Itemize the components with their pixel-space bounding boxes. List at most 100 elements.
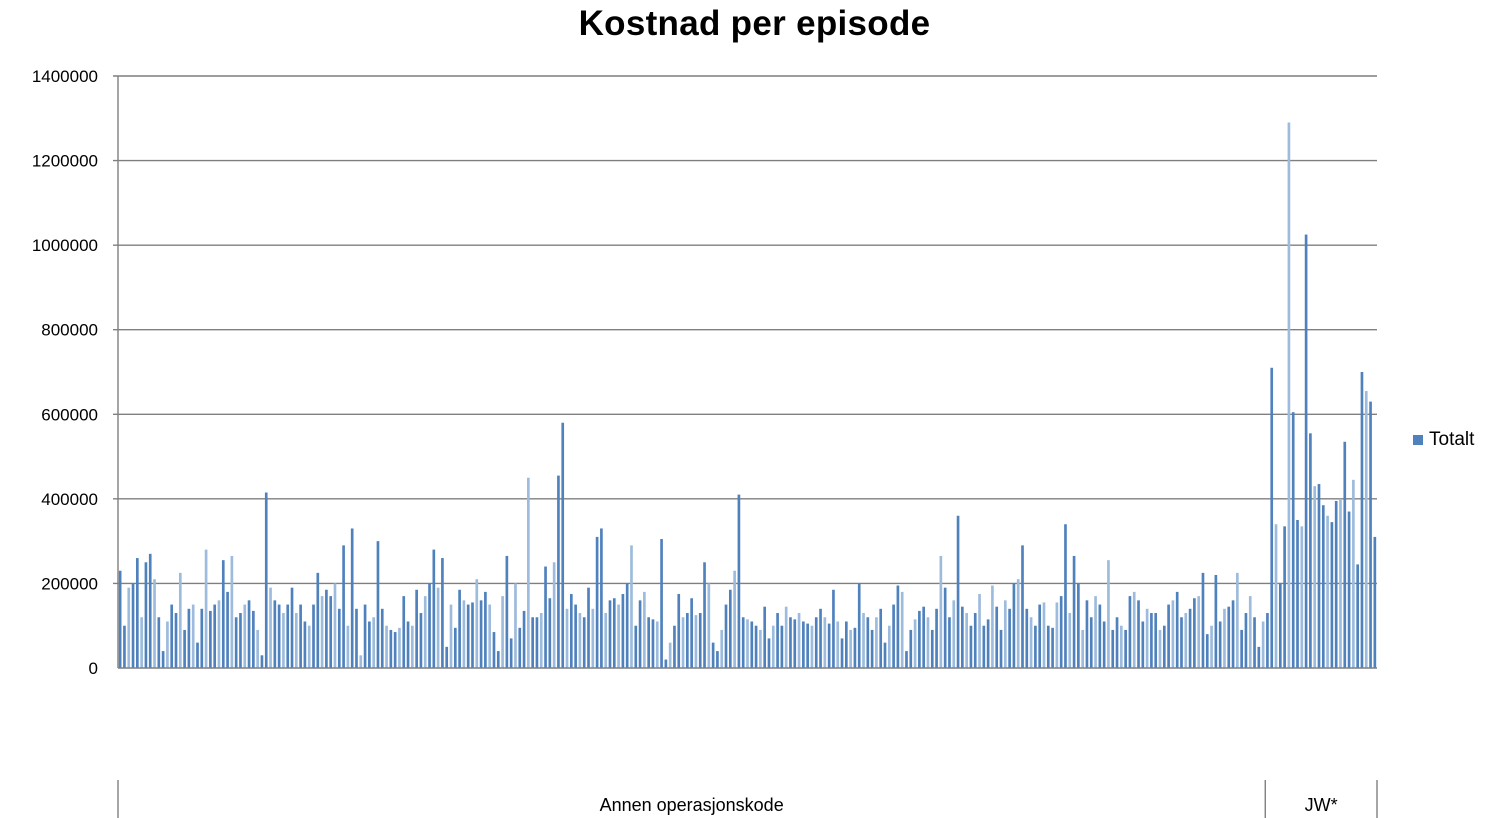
bar <box>866 617 870 668</box>
bar <box>277 604 281 668</box>
bar <box>226 591 229 668</box>
bar <box>849 629 852 668</box>
bar <box>668 642 672 668</box>
bar <box>187 608 191 668</box>
bar <box>290 587 294 668</box>
bar <box>1373 536 1377 668</box>
bar <box>1059 596 1063 668</box>
bar <box>913 619 917 668</box>
bar <box>737 494 741 668</box>
y-tick-label: 1200000 <box>32 152 98 171</box>
bar <box>724 604 728 668</box>
bar <box>625 583 629 668</box>
bar <box>840 638 844 668</box>
bar <box>252 610 255 668</box>
bar <box>1012 583 1016 668</box>
bar <box>389 629 393 668</box>
y-tick-label: 1400000 <box>32 67 98 86</box>
bar <box>466 604 470 668</box>
bar <box>956 515 960 668</box>
bar <box>574 604 577 668</box>
bar <box>316 572 320 668</box>
bar <box>393 632 397 668</box>
bar <box>492 632 496 668</box>
bar <box>380 608 384 668</box>
bar <box>398 627 401 668</box>
legend: Totalt <box>1413 429 1474 451</box>
y-tick-label: 400000 <box>41 490 98 509</box>
bar <box>1321 505 1325 668</box>
bar <box>445 646 449 668</box>
bar <box>183 629 186 668</box>
bar <box>810 625 814 668</box>
bar <box>213 604 217 668</box>
bar <box>634 625 638 668</box>
bar <box>647 617 651 668</box>
bar <box>1107 560 1110 668</box>
bar <box>1085 600 1089 668</box>
bar <box>780 625 784 668</box>
bar <box>660 539 663 668</box>
bar <box>282 613 285 668</box>
bar <box>1171 600 1175 668</box>
group-label: Annen operasjonskode <box>600 795 784 815</box>
bar <box>862 613 865 668</box>
bar <box>1261 621 1265 668</box>
bar <box>363 604 367 668</box>
bar <box>333 583 337 668</box>
bar <box>1089 617 1093 668</box>
gridlines <box>113 75 1377 585</box>
bar <box>1016 579 1020 668</box>
bar <box>157 617 161 668</box>
bar <box>716 651 719 668</box>
bar <box>170 604 174 668</box>
bar <box>664 659 668 668</box>
bar <box>918 610 921 668</box>
bar <box>982 625 986 668</box>
bar <box>935 608 938 668</box>
bar <box>1038 604 1042 668</box>
bar <box>1098 604 1102 668</box>
bar <box>1046 625 1050 668</box>
bar <box>797 613 801 668</box>
bar <box>1029 617 1033 668</box>
bar <box>1352 479 1355 668</box>
bar <box>307 625 311 668</box>
bar <box>651 619 655 668</box>
bar <box>600 528 603 668</box>
bar <box>952 600 956 668</box>
bar <box>591 608 595 668</box>
category-axis: Annen operasjonskode JW* <box>117 780 1378 818</box>
bar <box>544 566 547 668</box>
bar <box>1248 596 1252 668</box>
bar <box>939 555 943 668</box>
bar <box>1309 433 1312 668</box>
bar <box>986 619 990 668</box>
bar <box>471 602 474 668</box>
bar <box>221 560 225 668</box>
bar <box>509 638 513 668</box>
bar <box>973 613 977 668</box>
bar <box>655 621 659 668</box>
bar <box>771 625 775 668</box>
bar <box>1137 600 1140 668</box>
bar <box>432 549 436 668</box>
bar <box>140 617 143 668</box>
bar <box>1197 596 1201 668</box>
bar <box>694 615 698 668</box>
bar <box>514 583 517 668</box>
bar <box>802 621 805 668</box>
bar <box>329 596 333 668</box>
bar <box>303 621 307 668</box>
bar <box>1330 522 1334 668</box>
bar <box>909 629 913 668</box>
bar <box>673 625 676 668</box>
bar <box>789 617 792 668</box>
bar <box>501 596 504 668</box>
bar <box>1180 617 1183 668</box>
bar <box>1055 602 1059 668</box>
bar <box>1347 511 1351 668</box>
bar <box>1240 629 1243 668</box>
bar <box>905 651 908 668</box>
